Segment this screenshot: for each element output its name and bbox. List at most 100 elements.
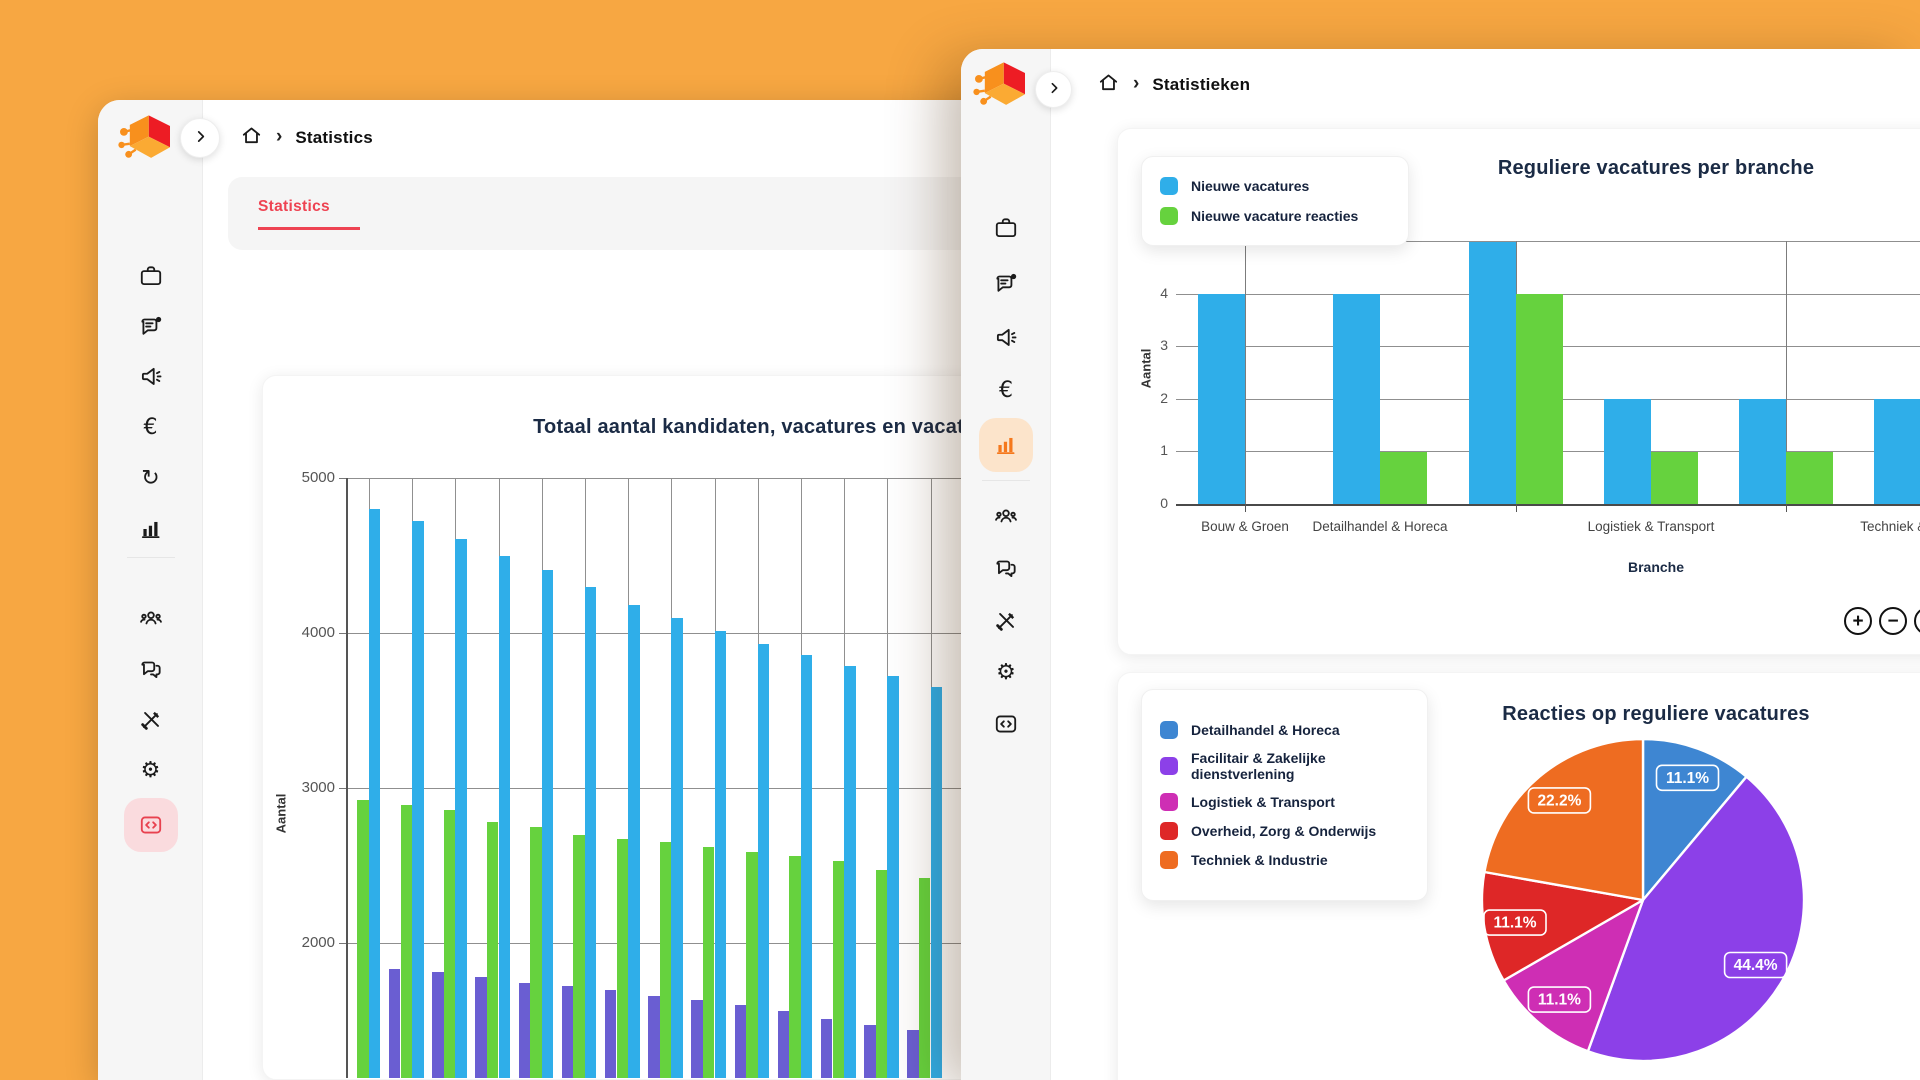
y-tick-label: 4 xyxy=(1160,284,1168,301)
sidebar-item-people[interactable] xyxy=(138,605,164,631)
bar-vacaturereacties[interactable] xyxy=(777,1011,790,1078)
sidebar-item-tools[interactable] xyxy=(138,707,164,733)
bar-kandidaten[interactable] xyxy=(498,555,510,1078)
breadcrumb-page: Statistieken xyxy=(1152,75,1251,94)
home-icon[interactable] xyxy=(1097,71,1120,99)
bar-vacaturereacties[interactable] xyxy=(691,1000,703,1078)
sidebar-item-message-dot[interactable] xyxy=(138,313,164,339)
sidebar-item-bar-chart[interactable] xyxy=(993,432,1019,458)
bar-vacatures[interactable] xyxy=(400,805,412,1078)
bar-vacaturereacties[interactable] xyxy=(388,969,401,1078)
legend-item[interactable]: Overheid, Zorg & Onderwijs xyxy=(1160,822,1409,841)
legend-item[interactable]: Detailhandel & Horeca xyxy=(1160,720,1409,739)
bar-vacatures[interactable] xyxy=(832,860,844,1078)
legend-item[interactable]: Logistiek & Transport xyxy=(1160,793,1409,812)
bar-vacatures[interactable] xyxy=(659,842,672,1079)
chart-title: Reacties op reguliere vacatures xyxy=(1502,703,1810,725)
sidebar-collapse-button[interactable] xyxy=(1035,71,1072,108)
sidebar-item-euro[interactable]: € xyxy=(138,415,164,441)
bar-vacatures[interactable] xyxy=(443,809,456,1078)
bar-vacatures[interactable] xyxy=(486,822,499,1078)
sidebar-item-people[interactable] xyxy=(993,503,1019,529)
sidebar-item-chat[interactable] xyxy=(993,555,1019,581)
pie-slice-Facilitair-Zakelijke-dienstverlening[interactable] xyxy=(1586,775,1806,1063)
bar-vacatures[interactable] xyxy=(530,826,542,1079)
sidebar-item-briefcase[interactable] xyxy=(993,215,1019,241)
bar-Nieuwe-vacatures[interactable] xyxy=(1469,241,1516,504)
pie-slice-Detailhandel-Horeca[interactable] xyxy=(1641,737,1748,902)
gridline xyxy=(1786,241,1787,504)
bar-vacatures[interactable] xyxy=(918,877,931,1078)
bar-kandidaten[interactable] xyxy=(628,605,640,1078)
bar-vacaturereacties[interactable] xyxy=(518,983,530,1078)
bar-vacatures[interactable] xyxy=(357,800,369,1078)
bar-kandidaten[interactable] xyxy=(671,617,683,1078)
bar-vacatures[interactable] xyxy=(573,834,585,1078)
bar-kandidaten[interactable] xyxy=(368,509,381,1078)
sidebar-item-briefcase[interactable] xyxy=(138,263,164,289)
bar-kandidaten[interactable] xyxy=(455,538,467,1078)
sidebar-item-bar-chart[interactable] xyxy=(138,516,164,542)
bar-vacaturereacties[interactable] xyxy=(475,977,487,1078)
pie-slice-Logistiek-Transport[interactable] xyxy=(1502,898,1645,1053)
bar-kandidaten[interactable] xyxy=(541,569,554,1079)
sidebar-item-gear[interactable]: ⚙ xyxy=(138,758,164,784)
bar-vacaturereacties[interactable] xyxy=(604,989,617,1078)
sidebar-item-megaphone[interactable] xyxy=(138,364,164,390)
bar-vacaturereacties[interactable] xyxy=(561,986,574,1078)
bar-Nieuwe-vacatures[interactable] xyxy=(1604,399,1651,504)
bar-vacatures[interactable] xyxy=(875,870,888,1078)
sidebar-item-code[interactable] xyxy=(138,812,164,838)
bar-kandidaten[interactable] xyxy=(584,586,597,1078)
sidebar-item-message-dot[interactable] xyxy=(993,270,1019,296)
sidebar-item-tools[interactable] xyxy=(993,608,1019,634)
bar-vacaturereacties[interactable] xyxy=(907,1029,919,1078)
bar-Nieuwe-vacature-reacties[interactable] xyxy=(1651,451,1698,504)
sidebar-collapse-button[interactable] xyxy=(180,118,220,158)
bar-Nieuwe-vacature-reacties[interactable] xyxy=(1516,294,1563,504)
zoom-in-button[interactable]: + xyxy=(1844,607,1872,635)
bar-vacaturereacties[interactable] xyxy=(864,1025,876,1078)
bar-vacatures[interactable] xyxy=(789,856,801,1078)
bar-vacaturereacties[interactable] xyxy=(432,972,444,1078)
sidebar-item-euro[interactable]: € xyxy=(993,378,1019,404)
bar-vacaturereacties[interactable] xyxy=(734,1005,746,1078)
bar-Nieuwe-vacatures[interactable] xyxy=(1739,399,1786,504)
y-tick-label: 0 xyxy=(1160,494,1168,511)
briefcase-icon xyxy=(995,218,1017,238)
bar-kandidaten[interactable] xyxy=(844,665,856,1078)
bar-Nieuwe-vacatures[interactable] xyxy=(1333,294,1380,504)
sidebar-active-pill xyxy=(123,798,178,852)
pie-slice-Techniek-Industrie[interactable] xyxy=(1483,737,1645,902)
bar-vacaturereacties[interactable] xyxy=(820,1019,833,1078)
legend-label: Overheid, Zorg & Onderwijs xyxy=(1191,823,1377,840)
sidebar-item-refresh[interactable]: ↻ xyxy=(138,466,164,492)
zoom-reset-button[interactable] xyxy=(1914,607,1920,635)
bar-kandidaten[interactable] xyxy=(412,521,424,1078)
legend-item[interactable]: Techniek & Industrie xyxy=(1160,851,1409,870)
bar-kandidaten[interactable] xyxy=(800,654,813,1078)
sidebar-item-gear[interactable]: ⚙ xyxy=(993,660,1019,686)
bar-Nieuwe-vacatures[interactable] xyxy=(1874,399,1920,504)
bar-vacaturereacties[interactable] xyxy=(648,995,660,1078)
bar-Nieuwe-vacatures[interactable] xyxy=(1198,294,1245,504)
bar-vacatures[interactable] xyxy=(702,846,715,1078)
bar-Nieuwe-vacature-reacties[interactable] xyxy=(1786,451,1833,504)
pie-label: 11.1% xyxy=(1527,986,1592,1013)
bar-kandidaten[interactable] xyxy=(887,676,899,1078)
bar-kandidaten[interactable] xyxy=(714,631,726,1078)
sidebar-item-megaphone[interactable] xyxy=(993,325,1019,351)
sidebar-item-chat[interactable] xyxy=(138,656,164,682)
bar-Nieuwe-vacature-reacties[interactable] xyxy=(1380,451,1427,504)
zoom-out-button[interactable]: − xyxy=(1879,607,1907,635)
sidebar-item-code[interactable] xyxy=(993,711,1019,737)
bar-vacatures[interactable] xyxy=(746,851,758,1078)
home-icon[interactable] xyxy=(240,124,263,152)
legend-item[interactable]: Nieuwe vacature reacties xyxy=(1160,207,1390,225)
tab-statistics[interactable]: Statistics xyxy=(258,198,360,230)
bar-kandidaten[interactable] xyxy=(757,643,770,1078)
legend-item[interactable]: Nieuwe vacatures xyxy=(1160,177,1390,195)
bar-vacatures[interactable] xyxy=(616,839,628,1078)
bar-kandidaten[interactable] xyxy=(930,687,942,1079)
legend-item[interactable]: Facilitair & Zakelijke dienstverlening xyxy=(1160,750,1409,782)
